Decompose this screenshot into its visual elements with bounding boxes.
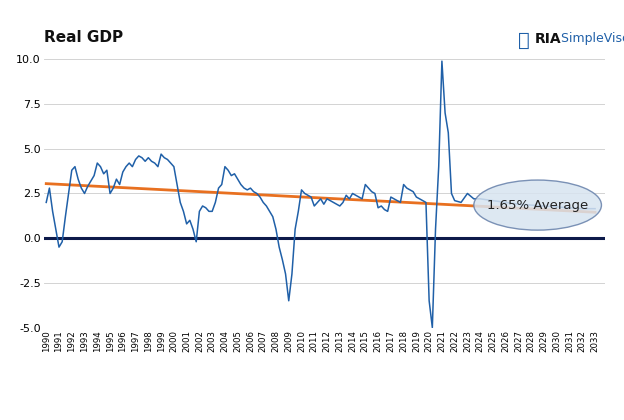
Ellipse shape — [474, 180, 602, 230]
Text: ⮜: ⮜ — [518, 31, 530, 50]
Text: RIA: RIA — [535, 32, 562, 46]
Text: Real GDP: Real GDP — [44, 30, 123, 45]
Text: SimpleVisor: SimpleVisor — [557, 32, 624, 45]
Text: 1.65% Average: 1.65% Average — [487, 199, 588, 212]
